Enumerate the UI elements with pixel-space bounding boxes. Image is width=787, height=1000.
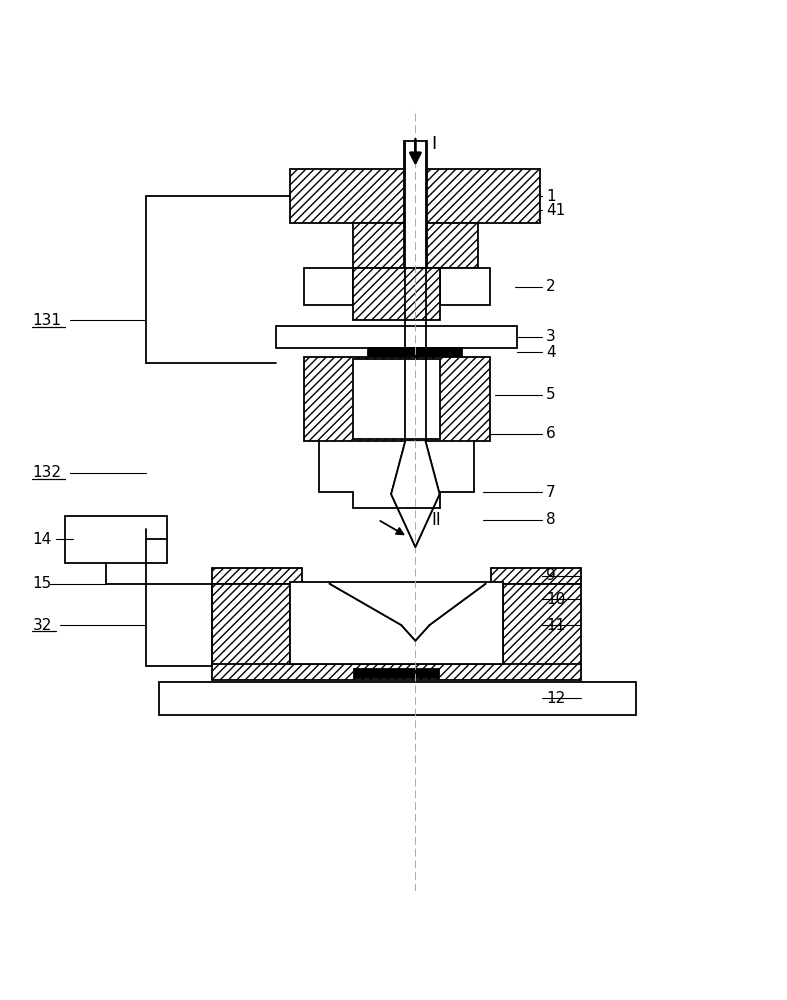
- Text: 10: 10: [546, 592, 565, 607]
- Bar: [353, 359, 441, 439]
- Bar: [304, 268, 353, 305]
- Polygon shape: [330, 584, 486, 641]
- Bar: [491, 568, 581, 584]
- Text: 132: 132: [32, 465, 61, 480]
- Text: 8: 8: [546, 512, 556, 527]
- Text: 5: 5: [546, 387, 556, 402]
- Bar: [354, 669, 439, 678]
- Bar: [290, 582, 503, 664]
- Text: 9: 9: [546, 568, 556, 583]
- Bar: [159, 682, 636, 715]
- Text: 11: 11: [546, 618, 565, 633]
- Bar: [353, 268, 441, 320]
- Bar: [212, 664, 581, 680]
- Bar: [212, 568, 302, 584]
- Bar: [404, 141, 427, 268]
- Text: 131: 131: [32, 313, 61, 328]
- Bar: [353, 223, 478, 268]
- Bar: [368, 348, 462, 357]
- Text: 2: 2: [546, 279, 556, 294]
- Text: 1: 1: [546, 189, 556, 204]
- Text: 32: 32: [32, 618, 52, 633]
- Text: 41: 41: [546, 203, 565, 218]
- Text: 14: 14: [32, 532, 52, 547]
- Text: I: I: [431, 135, 436, 153]
- Polygon shape: [391, 441, 440, 547]
- Text: 15: 15: [32, 576, 52, 591]
- Polygon shape: [391, 441, 440, 547]
- Bar: [304, 357, 490, 441]
- Text: 3: 3: [546, 329, 556, 344]
- Text: 12: 12: [546, 691, 565, 706]
- Bar: [441, 268, 490, 305]
- Text: 7: 7: [546, 485, 556, 500]
- Text: 4: 4: [546, 345, 556, 360]
- Bar: [290, 169, 541, 223]
- Bar: [276, 326, 517, 348]
- Bar: [503, 584, 581, 666]
- Bar: [65, 516, 167, 563]
- Bar: [212, 584, 290, 666]
- Text: II: II: [431, 511, 441, 529]
- Polygon shape: [330, 584, 486, 641]
- Text: 6: 6: [546, 426, 556, 441]
